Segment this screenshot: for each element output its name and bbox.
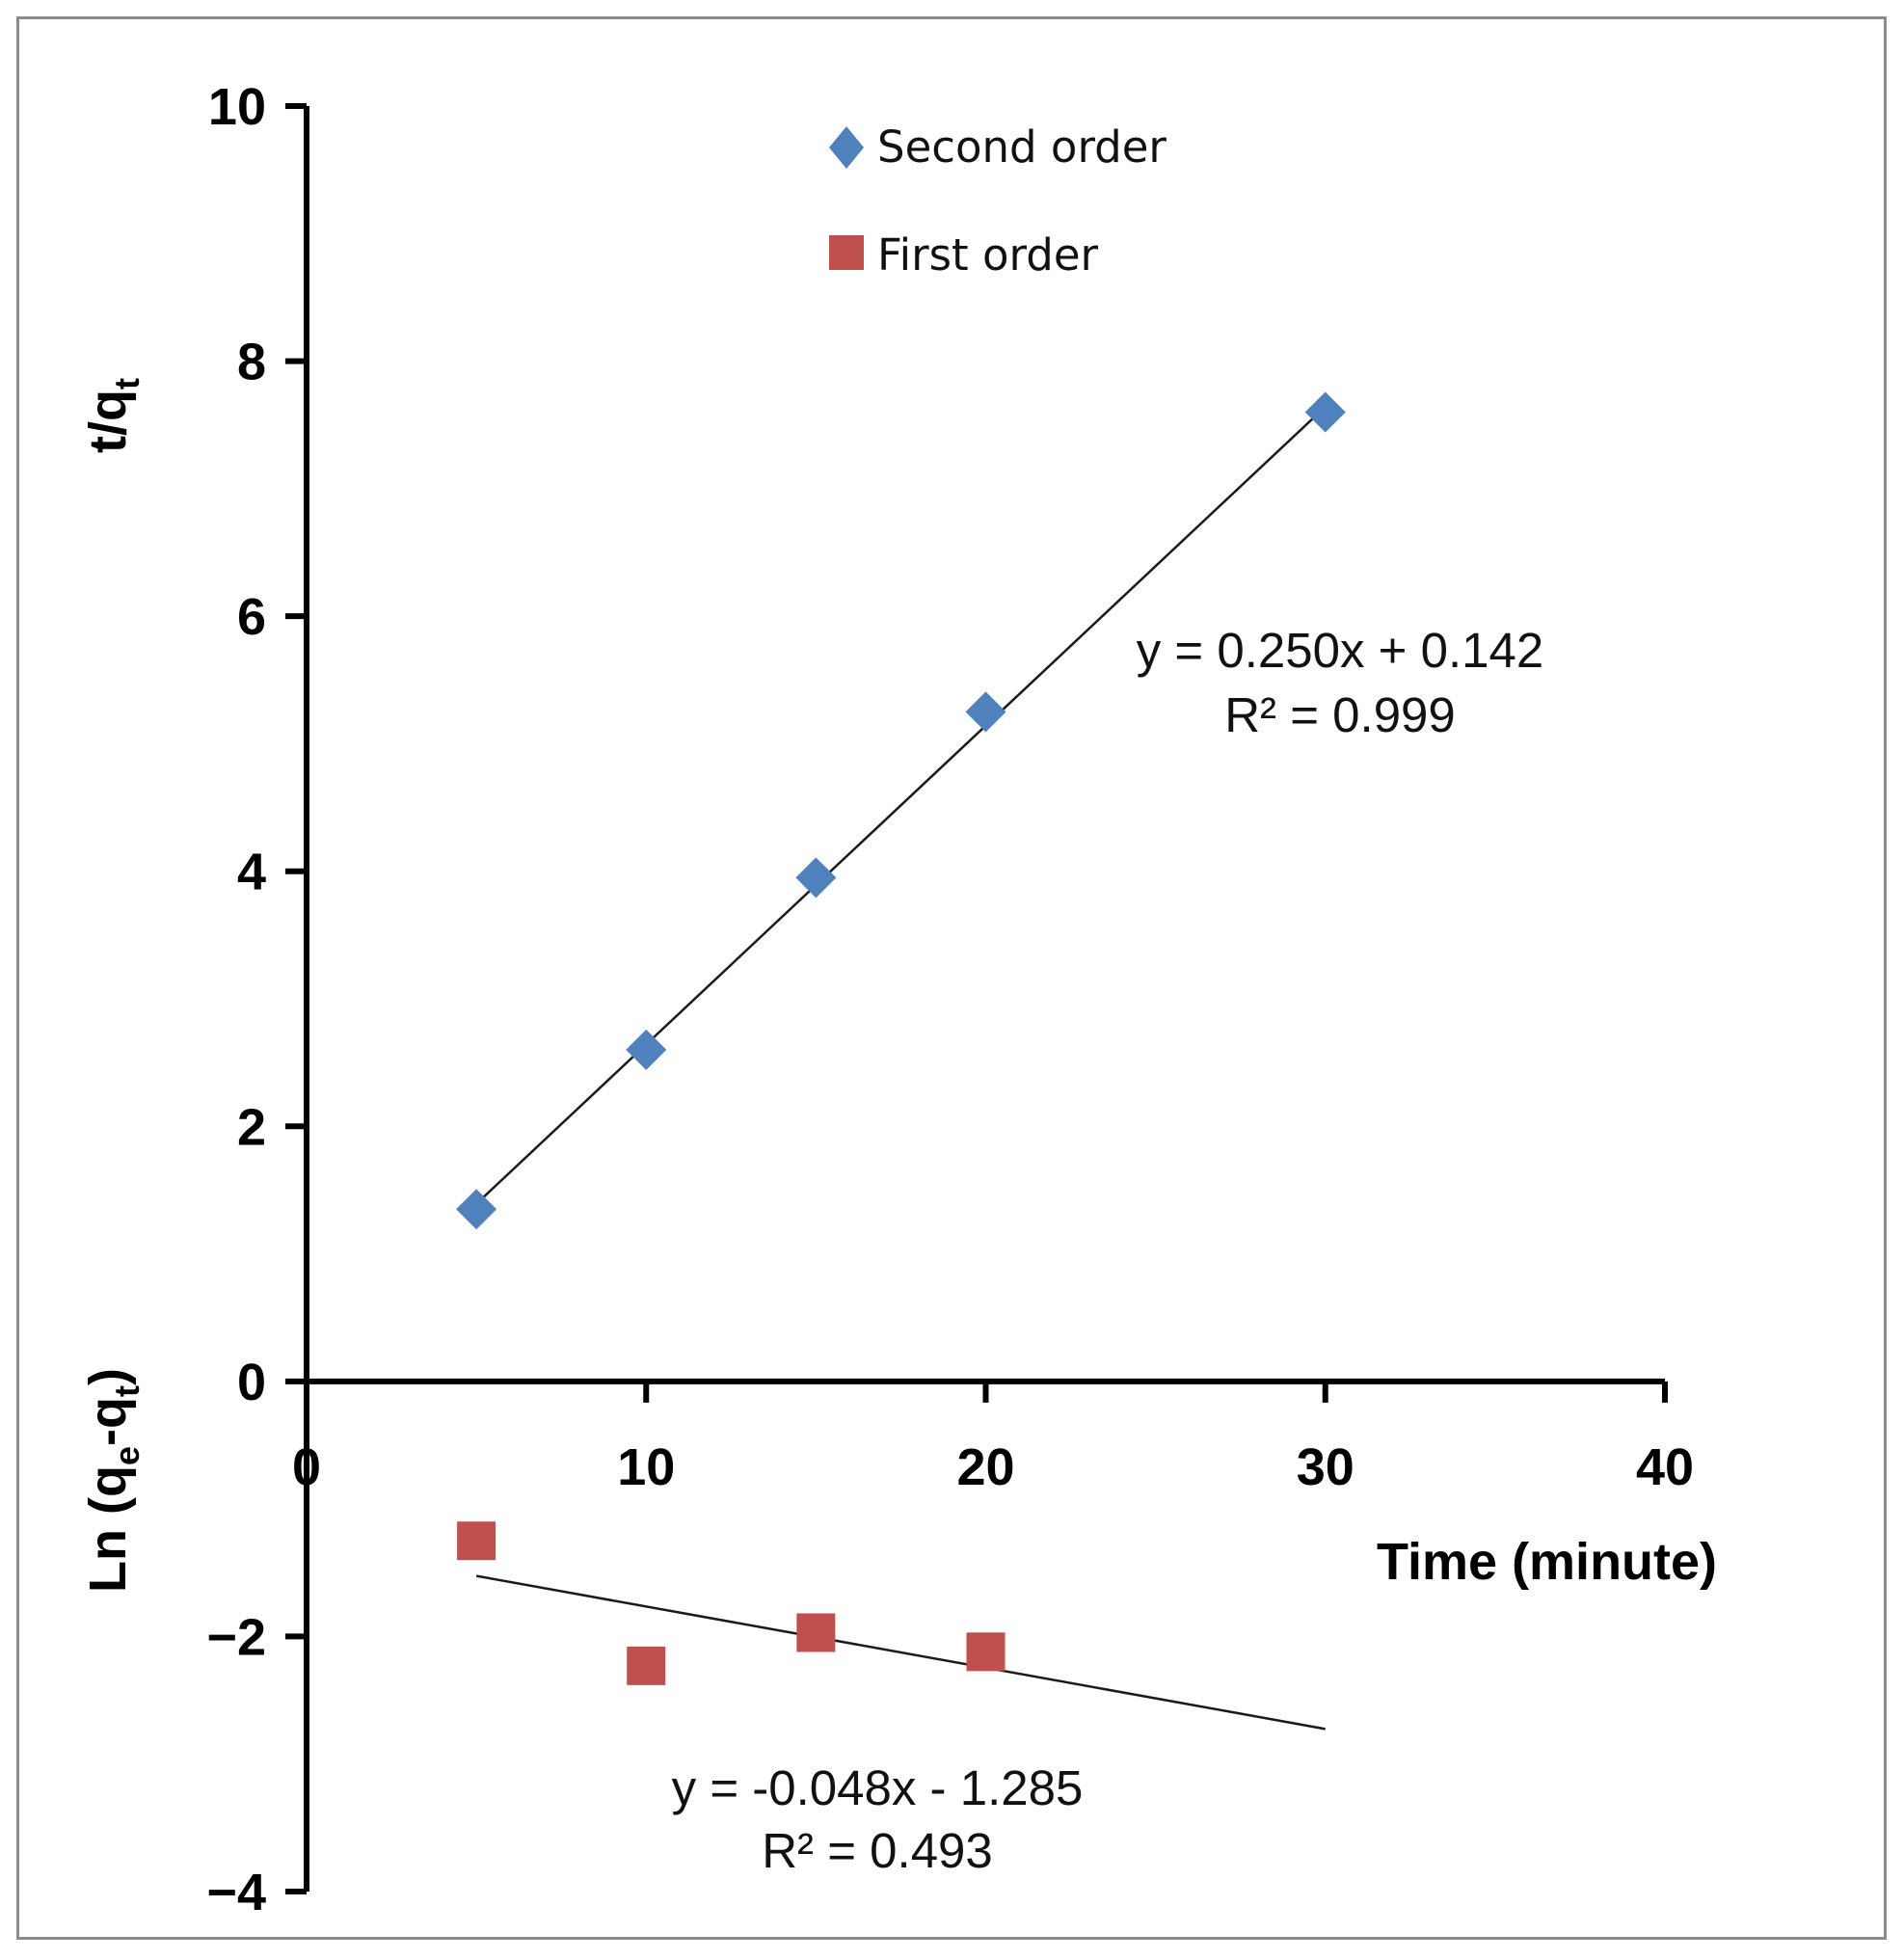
y-axis-title-upper-sub: t	[107, 378, 147, 389]
y-tick-label: 0	[237, 1354, 266, 1411]
trendline-equation-first-order: y = -0.048x - 1.285	[672, 1760, 1084, 1815]
y-axis-title-lower: Ln (qe-qt)	[79, 1368, 147, 1593]
y-tick-label: 4	[237, 844, 266, 901]
legend-label-second-order: Second order	[877, 121, 1167, 173]
legend-marker-first-order	[829, 235, 864, 270]
data-points	[456, 391, 1346, 1685]
chart-frame	[16, 16, 1887, 1940]
data-point-first-order	[796, 1613, 836, 1652]
y-axis-title-lower-end: )	[79, 1368, 137, 1385]
legend-label-first-order: First order	[877, 229, 1098, 281]
y-axis-title-lower-sub1: e	[107, 1446, 147, 1465]
y-tick-label: −2	[206, 1608, 266, 1666]
data-point-first-order	[966, 1632, 1006, 1672]
labels: Time (minute) t/qt Ln (qe-qt) Second ord…	[79, 121, 1717, 1878]
y-axis-title-upper-main: t/q	[79, 389, 137, 453]
y-axis-title-lower-main: Ln (q	[79, 1465, 137, 1593]
legend: Second order First order	[829, 121, 1167, 281]
y-tick-label: 2	[237, 1098, 266, 1156]
trendline-r2-first-order: R² = 0.493	[762, 1823, 993, 1878]
legend-marker-second-order	[829, 126, 864, 169]
y-tick-label: 6	[237, 588, 266, 646]
data-point-second-order	[456, 1189, 497, 1230]
data-point-second-order	[626, 1029, 667, 1070]
x-tick-label: 20	[956, 1438, 1014, 1496]
data-point-first-order	[457, 1521, 496, 1561]
data-point-second-order	[1304, 391, 1346, 433]
trendline-first-order	[475, 1574, 1326, 1731]
trendlines	[475, 406, 1327, 1731]
ticks: −4 −2 0 2 4 6 8 10 0 10 20 30 40	[206, 78, 1694, 1921]
data-point-second-order	[795, 857, 837, 899]
y-axis-title-lower-sub2: t	[107, 1385, 147, 1397]
y-axis-title-upper: t/qt	[79, 378, 147, 453]
x-tick-label: 40	[1636, 1438, 1694, 1496]
x-tick-label: 10	[617, 1438, 675, 1496]
y-tick-label: −4	[206, 1864, 266, 1921]
x-tick-label: 0	[292, 1438, 321, 1496]
data-point-first-order	[627, 1646, 666, 1685]
y-axis-title-lower-mid: -q	[79, 1397, 137, 1446]
trendline-r2-second-order: R² = 0.999	[1224, 687, 1456, 742]
y-tick-label: 8	[237, 334, 266, 391]
trendline-second-order	[475, 406, 1327, 1205]
data-point-second-order	[965, 691, 1006, 733]
x-axis-title: Time (minute)	[1377, 1533, 1717, 1591]
x-tick-label: 30	[1297, 1438, 1354, 1496]
axes	[304, 106, 1665, 1892]
y-tick-label: 10	[208, 78, 266, 136]
trendline-equation-second-order: y = 0.250x + 0.142	[1137, 623, 1544, 678]
